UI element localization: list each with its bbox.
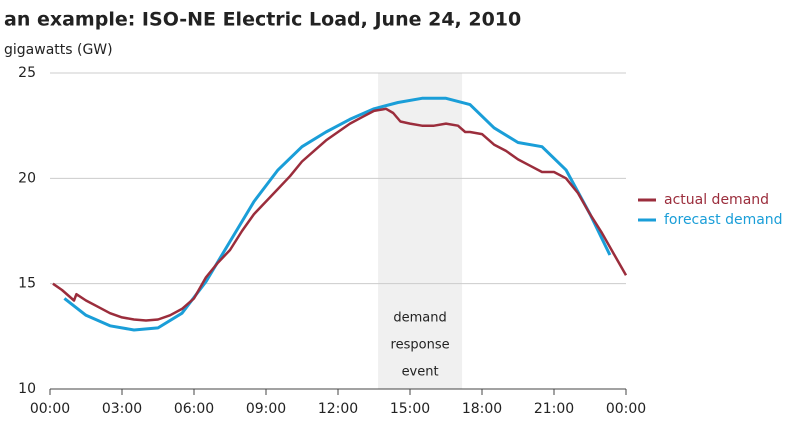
data-line bbox=[63, 96, 612, 332]
y-axis-label: gigawatts (GW) bbox=[4, 42, 113, 58]
x-tick-label: 09:00 bbox=[246, 401, 286, 417]
x-tick-label: 00:00 bbox=[606, 401, 646, 417]
annotation: event bbox=[402, 365, 439, 380]
x-tick-label: 15:00 bbox=[390, 401, 430, 417]
y-tick-label: 10 bbox=[18, 381, 36, 397]
chart-title: an example: ISO-NE Electric Load, June 2… bbox=[4, 9, 521, 31]
x-tick-label: 21:00 bbox=[534, 401, 574, 417]
annotation: demand bbox=[393, 311, 446, 326]
legend-label: forecast demand bbox=[664, 212, 783, 228]
x-tick-label: 18:00 bbox=[462, 401, 502, 417]
y-tick-label: 15 bbox=[18, 276, 36, 292]
x-tick-label: 00:00 bbox=[30, 401, 70, 417]
y-tick-label: 25 bbox=[18, 65, 36, 81]
legend-label: actual demand bbox=[664, 192, 769, 208]
data-line bbox=[52, 107, 628, 322]
x-tick-label: 03:00 bbox=[102, 401, 142, 417]
y-tick-label: 20 bbox=[18, 170, 36, 186]
x-tick-label: 06:00 bbox=[174, 401, 214, 417]
x-tick-label: 12:00 bbox=[318, 401, 358, 417]
annotation: response bbox=[391, 338, 450, 353]
